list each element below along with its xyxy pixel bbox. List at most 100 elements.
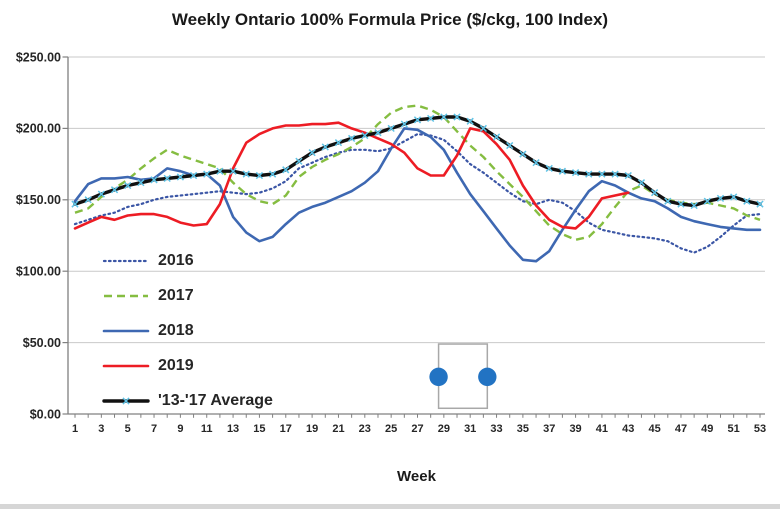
avg-x-marker <box>189 171 198 180</box>
avg-x-marker <box>677 200 685 208</box>
avg-x-marker <box>150 176 158 184</box>
series-y2017 <box>74 104 761 242</box>
legend-item-y2016: 2016 <box>102 243 273 278</box>
avg-x-marker <box>400 120 408 128</box>
avg-x-marker <box>703 197 711 205</box>
avg-x-marker <box>558 167 567 175</box>
legend-x-marker <box>122 397 130 405</box>
x-tick-label: 1 <box>72 423 78 435</box>
avg-x-marker <box>664 197 672 205</box>
avg-x-marker <box>571 169 580 177</box>
x-tick-label: 11 <box>201 423 213 435</box>
avg-x-marker <box>650 189 659 197</box>
x-tick-label: 15 <box>253 423 265 435</box>
avg-x-marker <box>519 150 527 158</box>
avg-x-marker <box>242 170 250 178</box>
x-tick-label: 35 <box>517 423 529 435</box>
legend-line-sample-y2019 <box>102 364 150 368</box>
avg-x-marker <box>295 157 303 165</box>
selection-handle-left[interactable] <box>429 367 448 387</box>
x-tick-label: 51 <box>728 423 740 435</box>
avg-x-marker <box>624 171 632 180</box>
axis-labels: $0.00 $50.00 $100.00 $150.00 $200.00 $250.00 1… <box>16 50 766 435</box>
x-tick-label: 47 <box>675 423 687 435</box>
window-edge <box>0 504 780 509</box>
x-tick-label: 7 <box>151 423 157 435</box>
avg-x-marker <box>361 131 369 140</box>
x-tick-label: 13 <box>227 423 239 435</box>
avg-x-marker <box>427 114 435 123</box>
x-tick-label: 9 <box>177 423 183 435</box>
legend-label-y2018: 2018 <box>158 321 194 339</box>
legend-label-y2017: 2017 <box>158 286 194 304</box>
legend-line-sample-y2017 <box>104 294 148 297</box>
avg-x-marker <box>611 170 619 178</box>
legend-item-y2018: 2018 <box>102 313 273 348</box>
y-tick-label: $250.00 <box>16 50 61 64</box>
avg-x-marker <box>203 170 211 178</box>
avg-x-marker <box>756 200 764 208</box>
x-tick-label: 53 <box>754 423 766 435</box>
avg-x-marker <box>84 196 92 204</box>
avg-x-marker <box>637 179 646 187</box>
legend-line-sample-avg <box>102 397 150 405</box>
y-tick-label: $150.00 <box>16 193 61 207</box>
avg-x-marker <box>348 134 356 143</box>
axes <box>62 56 765 418</box>
avg-x-marker <box>387 124 395 133</box>
legend-label-avg: '13-'17 Average <box>158 392 273 410</box>
legend-line-sample-y2016 <box>102 259 150 262</box>
x-tick-label: 37 <box>543 423 555 435</box>
y-tick-label: $50.00 <box>23 336 61 350</box>
avg-x-marker <box>97 190 105 198</box>
series-y2018 <box>73 127 762 263</box>
avg-x-marker <box>545 164 553 173</box>
x-tick-label: 27 <box>411 423 423 435</box>
avg-x-marker <box>506 141 514 150</box>
avg-x-marker <box>453 113 461 121</box>
x-tick-label: 43 <box>622 423 634 435</box>
avg-x-marker <box>690 201 698 210</box>
x-tick-label: 21 <box>332 423 344 435</box>
x-tick-label: 39 <box>569 423 581 435</box>
legend-item-y2019: 2019 <box>102 349 273 384</box>
x-tick-label: 19 <box>306 423 318 435</box>
x-tick-label: 23 <box>359 423 371 435</box>
x-axis-title: Week <box>397 468 436 485</box>
avg-x-marker <box>532 159 540 167</box>
series-y2019 <box>73 121 630 230</box>
avg-x-marker <box>71 200 79 208</box>
avg-x-marker <box>492 133 501 141</box>
avg-x-marker <box>479 124 487 133</box>
avg-x-marker <box>440 113 448 121</box>
selection-handle-right[interactable] <box>478 367 497 387</box>
x-tick-label: 33 <box>490 423 502 435</box>
avg-x-marker <box>334 139 343 147</box>
y-tick-label: $200.00 <box>16 122 61 136</box>
avg-x-marker <box>413 116 422 124</box>
x-tick-label: 25 <box>385 423 397 435</box>
legend-item-avg: '13-'17 Average <box>102 384 273 419</box>
avg-x-marker <box>308 149 316 157</box>
legend: 2016 2017 2018 2019 '13-'17 Average <box>102 243 273 419</box>
avg-x-marker <box>743 197 751 205</box>
legend-line-sample-y2018 <box>102 329 150 333</box>
y-tick-label: $100.00 <box>16 265 61 279</box>
avg-x-marker <box>229 167 237 175</box>
avg-x-marker <box>374 129 382 137</box>
legend-label-y2016: 2016 <box>158 251 194 269</box>
y-tick-label: $0.00 <box>30 407 61 421</box>
series-avg <box>71 113 764 210</box>
avg-x-marker <box>321 143 329 151</box>
legend-label-y2019: 2019 <box>158 357 194 375</box>
avg-x-marker <box>282 166 290 174</box>
x-tick-label: 41 <box>596 423 608 435</box>
chart-title: Weekly Ontario 100% Formula Price ($/ckg… <box>171 10 609 29</box>
series-y2016 <box>73 133 762 254</box>
avg-x-marker <box>216 167 224 175</box>
x-tick-label: 5 <box>125 423 131 435</box>
avg-x-marker <box>268 170 277 178</box>
avg-x-marker <box>466 117 474 125</box>
